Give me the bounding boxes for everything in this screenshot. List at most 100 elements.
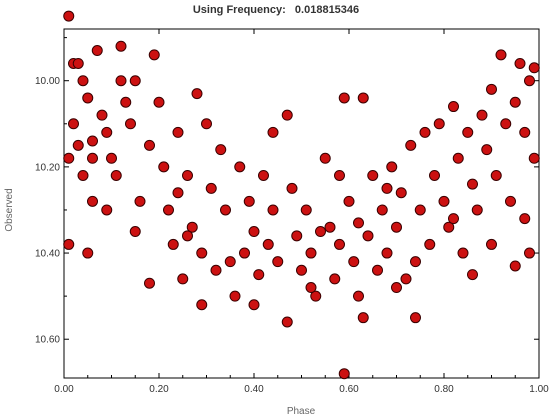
data-point bbox=[196, 247, 208, 259]
data-point bbox=[324, 221, 336, 233]
data-point bbox=[528, 152, 540, 164]
data-point bbox=[87, 152, 98, 164]
data-point bbox=[514, 57, 526, 69]
data-point bbox=[186, 221, 198, 233]
data-point bbox=[338, 368, 350, 380]
data-point bbox=[215, 144, 227, 156]
data-point bbox=[144, 139, 155, 151]
data-point bbox=[239, 247, 250, 259]
y-tick-label: 10.40 bbox=[35, 249, 60, 260]
data-point bbox=[457, 247, 469, 259]
data-point bbox=[163, 204, 174, 216]
data-point bbox=[524, 247, 535, 259]
x-tick-label: 0.00 bbox=[54, 384, 74, 395]
data-point bbox=[229, 290, 241, 302]
x-tick-label: 0.80 bbox=[434, 384, 454, 395]
data-point bbox=[129, 226, 141, 238]
data-point bbox=[319, 152, 331, 164]
data-point bbox=[63, 238, 75, 250]
data-point bbox=[414, 204, 426, 216]
data-point bbox=[381, 182, 393, 194]
data-point bbox=[63, 152, 75, 164]
y-tick-label: 10.60 bbox=[35, 335, 60, 346]
data-point bbox=[448, 213, 459, 225]
data-point bbox=[68, 118, 79, 130]
data-point bbox=[158, 161, 170, 173]
data-point bbox=[296, 264, 307, 276]
data-point bbox=[286, 182, 298, 194]
data-point bbox=[125, 118, 136, 130]
data-point bbox=[486, 238, 497, 250]
data-point bbox=[343, 195, 355, 207]
data-point bbox=[476, 109, 488, 121]
y-axis-label: Observed bbox=[4, 188, 15, 231]
data-point bbox=[524, 75, 535, 87]
data-point bbox=[196, 299, 208, 311]
x-tick-label: 1.00 bbox=[529, 384, 549, 395]
data-point bbox=[134, 195, 146, 207]
data-point bbox=[91, 45, 103, 57]
data-point bbox=[172, 187, 184, 199]
data-point bbox=[505, 195, 516, 207]
x-tick-label: 0.60 bbox=[339, 384, 359, 395]
data-point bbox=[172, 126, 184, 138]
data-point bbox=[248, 226, 260, 238]
data-point bbox=[258, 169, 269, 181]
data-point bbox=[82, 247, 94, 259]
data-point bbox=[144, 277, 155, 289]
data-point bbox=[310, 290, 322, 302]
data-point bbox=[300, 204, 312, 216]
data-point bbox=[315, 226, 326, 238]
data-point bbox=[106, 152, 117, 164]
data-point bbox=[329, 273, 341, 285]
data-point bbox=[272, 256, 284, 268]
data-point bbox=[87, 195, 98, 207]
x-axis-ticks: 0.00 0.20 0.40 0.60 0.80 1.00 bbox=[54, 29, 549, 395]
data-point bbox=[182, 169, 193, 181]
data-point bbox=[471, 204, 483, 216]
data-point bbox=[101, 126, 113, 138]
data-point bbox=[248, 299, 260, 311]
data-point bbox=[334, 238, 345, 250]
data-point bbox=[395, 187, 407, 199]
data-point bbox=[101, 204, 113, 216]
data-point bbox=[115, 40, 127, 52]
chart-title-prefix: Using Frequency: bbox=[192, 4, 286, 16]
data-point bbox=[77, 75, 89, 87]
data-point bbox=[500, 118, 512, 130]
data-point bbox=[481, 144, 493, 156]
data-points bbox=[63, 10, 540, 380]
x-tick-label: 0.40 bbox=[244, 384, 264, 395]
data-point bbox=[410, 256, 421, 268]
data-point bbox=[353, 290, 364, 302]
data-point bbox=[115, 75, 127, 87]
data-point bbox=[467, 178, 478, 190]
data-point bbox=[509, 96, 521, 108]
data-point bbox=[87, 135, 98, 147]
data-point bbox=[372, 264, 383, 276]
data-point bbox=[495, 49, 507, 61]
data-point bbox=[72, 139, 84, 151]
data-point bbox=[419, 126, 431, 138]
data-point bbox=[177, 273, 189, 285]
data-point bbox=[519, 213, 531, 225]
data-point bbox=[338, 92, 350, 104]
x-axis-label: Phase bbox=[287, 406, 316, 417]
data-point bbox=[262, 238, 274, 250]
data-point bbox=[376, 204, 388, 216]
data-point bbox=[167, 238, 179, 250]
data-point bbox=[77, 169, 89, 181]
data-point bbox=[96, 109, 108, 121]
data-point bbox=[357, 92, 369, 104]
data-point bbox=[443, 221, 455, 233]
data-point bbox=[210, 264, 222, 276]
data-point bbox=[433, 118, 445, 130]
data-point bbox=[357, 312, 369, 324]
data-point bbox=[120, 96, 132, 108]
data-point bbox=[267, 204, 279, 216]
y-tick-label: 10.00 bbox=[35, 76, 60, 87]
y-tick-label: 10.20 bbox=[35, 162, 60, 173]
data-point bbox=[253, 269, 265, 281]
data-point bbox=[129, 75, 141, 87]
